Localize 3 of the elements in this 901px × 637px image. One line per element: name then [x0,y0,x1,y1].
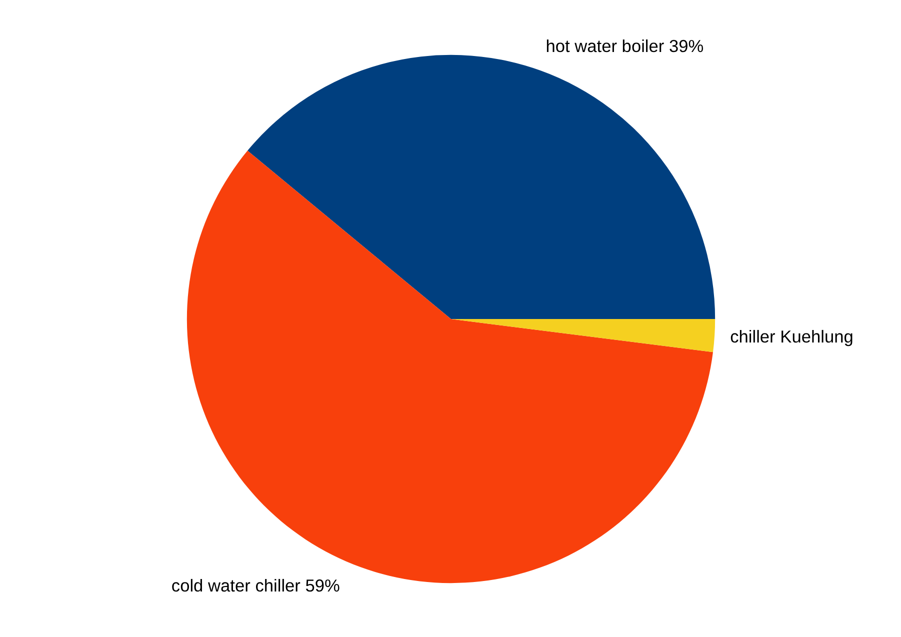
slice-label: hot water boiler 39% [546,36,704,56]
slice-label: cold water chiller 59% [171,576,340,596]
slice-label: chiller Kuehlung [730,326,854,347]
